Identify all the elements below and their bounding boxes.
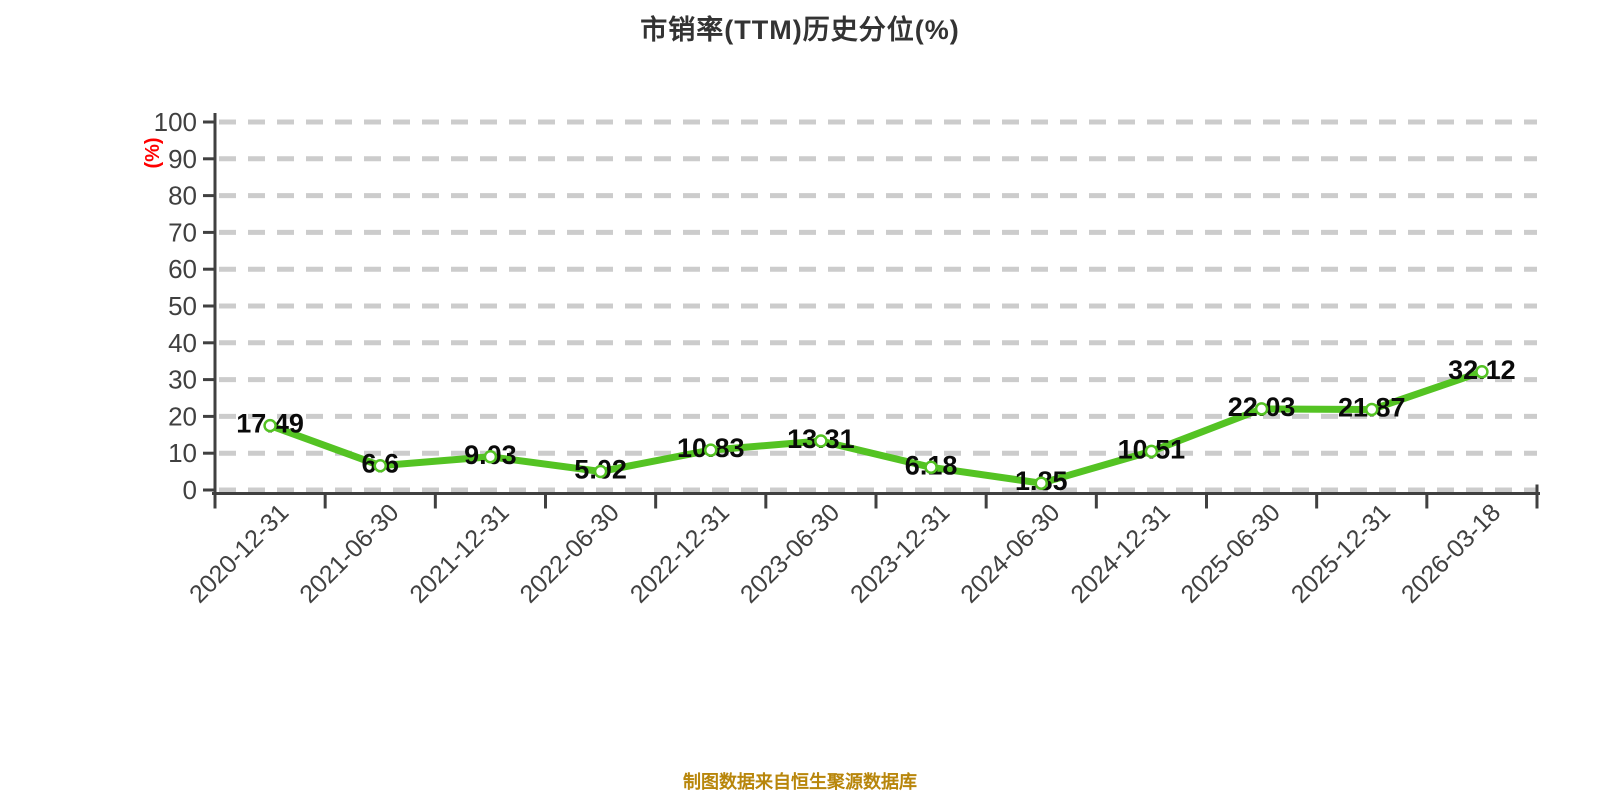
data-point-marker [263,418,277,433]
y-axis-tick-label: 20 [168,401,197,431]
x-axis-tick-label: 2021-06-30 [294,498,404,608]
y-axis-unit-label: (%) [142,137,164,168]
x-axis-tick-label: 2025-12-31 [1286,498,1396,608]
x-axis-tick-label: 2021-12-31 [404,498,514,608]
data-point-markers [263,365,1489,490]
x-axis-tick-label: 2022-06-30 [515,498,625,608]
x-axis-tick-label: 2024-06-30 [955,498,1065,608]
y-axis-tick-label: 100 [154,107,197,137]
data-point-marker [1144,444,1159,459]
chart-title: 市销率(TTM)历史分位(%) [640,15,960,45]
data-point-marker [593,464,608,479]
y-axis-tick-label: 90 [168,144,197,174]
x-axis-tick-label: 2024-12-31 [1065,498,1175,608]
data-source-note: 制图数据来自恒生聚源数据库 [683,772,917,792]
y-axis-tick-label: 60 [168,254,197,284]
grid-lines [219,119,1537,493]
y-axis-tick-label: 0 [183,475,197,505]
data-point-marker [1034,476,1048,490]
x-axis-tick-label: 2023-06-30 [735,498,845,608]
series-line [266,368,1486,487]
data-point-marker [483,450,498,464]
y-axis-tick-label: 80 [168,181,197,211]
x-axis [212,484,1540,509]
x-axis-tick-label: 2022-12-31 [625,498,735,608]
data-point-marker [704,443,718,457]
data-point-marker [373,458,387,473]
data-point-marker [1254,402,1269,416]
x-axis-tick-label: 2025-06-30 [1176,498,1286,608]
x-axis-tick-label: 2020-12-31 [184,498,294,608]
y-axis-tick-label: 50 [168,291,197,321]
y-axis-tick-label: 30 [168,365,197,395]
y-axis: 0 10 20 30 40 50 60 70 80 90 100 [154,107,217,505]
x-axis-tick-label: 2023-12-31 [845,498,955,608]
data-point-marker [1475,365,1489,379]
y-axis-unit: (%) [142,137,164,168]
y-axis-tick-label: 40 [168,328,197,358]
x-axis-tick-label: 2026-03-18 [1396,498,1506,608]
y-axis-tick-label: 10 [168,438,197,468]
data-point-marker [924,460,938,475]
data-point-marker [1365,402,1379,417]
x-axis-labels: 2020-12-31 2021-06-30 2021-12-31 2022-06-30… [184,498,1506,608]
data-labels: 17.496.69.035.0210.8313.316.181.8510.512… [236,355,1515,496]
data-point-marker [814,434,828,448]
y-axis-tick-label: 70 [168,217,197,247]
